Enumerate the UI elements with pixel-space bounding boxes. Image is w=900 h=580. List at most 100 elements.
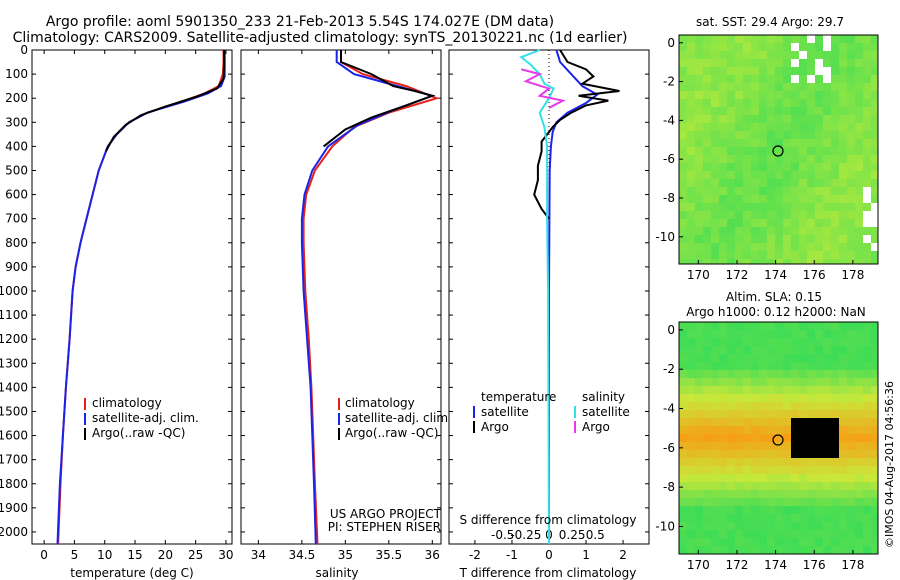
- map-cell: [775, 83, 783, 91]
- map-cell: [815, 442, 823, 450]
- map-cell: [871, 235, 878, 243]
- depth-tick-label: 1500: [0, 404, 28, 418]
- map-cell: [751, 83, 759, 91]
- map-cell: [871, 155, 878, 163]
- map-cell: [727, 195, 735, 203]
- map-cell: [735, 442, 743, 450]
- map-cell: [751, 522, 759, 530]
- map-cell: [687, 362, 695, 370]
- map-cell: [839, 490, 847, 498]
- map-cell: [703, 394, 711, 402]
- map-cell: [775, 155, 783, 163]
- map-cell: [791, 259, 799, 264]
- map-cell: [855, 227, 863, 235]
- map-cell: [727, 530, 735, 538]
- map-cell: [855, 378, 863, 386]
- map-cell: [759, 442, 767, 450]
- map-cell: [743, 155, 751, 163]
- map-cell: [855, 115, 863, 123]
- map-cell: [783, 498, 791, 506]
- lat-tick-label: -4: [663, 113, 675, 127]
- map-cell: [727, 354, 735, 362]
- map-cell: [759, 418, 767, 426]
- map-cell: [815, 458, 823, 466]
- map-cell: [807, 458, 815, 466]
- map-cell: [831, 370, 839, 378]
- map-cell: [687, 506, 695, 514]
- map-cell: [695, 506, 703, 514]
- map-cell: [679, 59, 687, 67]
- map-cell: [719, 131, 727, 139]
- map-cell: [743, 83, 751, 91]
- map-cell: [719, 187, 727, 195]
- map-cell: [687, 410, 695, 418]
- x-tick-label: 20: [158, 548, 173, 562]
- map-cell: [759, 346, 767, 354]
- map-cell: [791, 83, 799, 91]
- map-cell: [791, 147, 799, 155]
- map-cell: [695, 211, 703, 219]
- map-cell: [743, 35, 751, 43]
- map-cell: [847, 450, 855, 458]
- map-cell: [711, 147, 719, 155]
- map-cell: [687, 107, 695, 115]
- map-cell: [703, 434, 711, 442]
- map-cell: [695, 434, 703, 442]
- map-cell: [751, 99, 759, 107]
- map-cell: [847, 59, 855, 67]
- map-cell: [767, 506, 775, 514]
- map-cell: [831, 410, 839, 418]
- map-cell: [711, 434, 719, 442]
- map-cell: [767, 546, 775, 554]
- map-cell: [823, 474, 831, 482]
- map-cell: [815, 243, 823, 251]
- map-cell: [799, 530, 807, 538]
- map-cell: [847, 131, 855, 139]
- depth-tick-label: 1600: [0, 429, 28, 443]
- map-cell: [711, 219, 719, 227]
- map-cell: [791, 346, 799, 354]
- map-cell: [847, 219, 855, 227]
- map-cell: [767, 187, 775, 195]
- map-cell: [823, 450, 831, 458]
- map-cell: [719, 35, 727, 43]
- map-cell: [719, 43, 727, 51]
- map-cell: [807, 498, 815, 506]
- map-cell: [791, 394, 799, 402]
- map-cell: [823, 490, 831, 498]
- map-cell: [695, 538, 703, 546]
- map-cell: [695, 83, 703, 91]
- map-cell: [823, 259, 831, 264]
- map-cell: [855, 530, 863, 538]
- map-cell: [743, 330, 751, 338]
- map-cell: [679, 123, 687, 131]
- map-cell: [839, 378, 847, 386]
- map-cell: [695, 378, 703, 386]
- map-cell: [791, 426, 799, 434]
- map-cell: [703, 123, 711, 131]
- map-cell: [759, 147, 767, 155]
- map-cell: [831, 442, 839, 450]
- title-line-1: Argo profile: aoml 5901350_233 21-Feb-20…: [46, 14, 554, 30]
- map-cell: [711, 506, 719, 514]
- map-cell: [767, 434, 775, 442]
- map-cell: [679, 99, 687, 107]
- map-cell: [735, 219, 743, 227]
- map-cell: [839, 530, 847, 538]
- map-cell: [823, 538, 831, 546]
- map-cell: [767, 179, 775, 187]
- map-cell: [735, 131, 743, 139]
- map-cell: [823, 51, 831, 59]
- map-cell: [751, 530, 759, 538]
- map-cell: [847, 482, 855, 490]
- map-cell: [783, 482, 791, 490]
- map-cell: [815, 338, 823, 346]
- map-cell: [743, 426, 751, 434]
- map-cell: [791, 362, 799, 370]
- map-cell: [791, 498, 799, 506]
- map-cell: [807, 362, 815, 370]
- legend-t-satellite: satellite: [481, 405, 529, 419]
- map-cell: [847, 442, 855, 450]
- legend-satellite: satellite-adj. clim.: [345, 411, 452, 425]
- map-cell: [791, 51, 799, 59]
